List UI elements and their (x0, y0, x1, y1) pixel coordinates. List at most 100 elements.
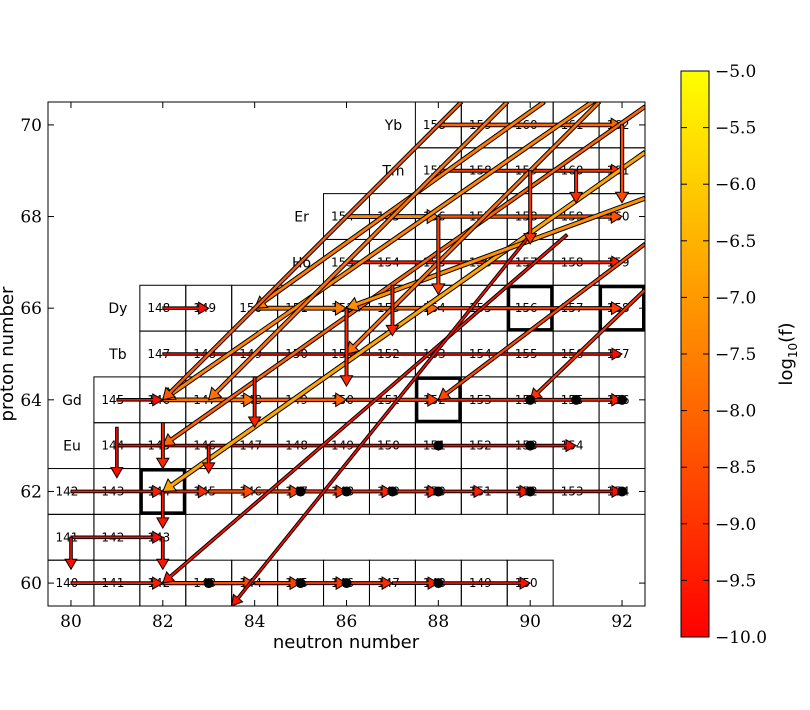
element-label: Yb (384, 118, 403, 134)
flow-arrow (70, 576, 164, 590)
flow-arrow-shape (64, 536, 78, 571)
flow-arrow-shape (162, 150, 645, 493)
plot-area: 1581591601611621571581591601611541551561… (0, 101, 646, 653)
nuclide-mass-label: 148 (147, 301, 170, 315)
nuclide-marker (295, 486, 306, 497)
flow-arrow-shape (569, 170, 584, 204)
flow-arrow-shape (346, 392, 440, 407)
flow-arrow-shape (345, 102, 602, 355)
flow-arrow-shape (254, 484, 302, 499)
flow-arrow-shape (483, 484, 532, 499)
nuclide-marker (433, 486, 444, 497)
flow-arrow-shape (116, 438, 578, 453)
flow-arrow-shape (339, 307, 354, 388)
flow-arrow-shape (391, 484, 440, 499)
flow-arrow-shape (201, 445, 216, 475)
y-tick-label: 60 (20, 574, 42, 594)
element-label: Eu (63, 439, 81, 455)
colorbar-label-arg: (f) (776, 322, 797, 342)
flow-arrow (569, 170, 584, 204)
nuclide-marker (617, 394, 628, 405)
nuclide-mass-label: 145 (101, 393, 124, 407)
flow-arrow (437, 484, 486, 499)
flow-arrow (162, 233, 569, 584)
flow-arrow (162, 102, 464, 401)
flow-arrow (300, 576, 348, 591)
colorbar-tick-label: −6.0 (715, 175, 756, 195)
x-tick-label: 84 (244, 612, 266, 632)
colorbar-tick-label: −7.0 (715, 288, 756, 308)
colorbar-tick-label: −9.5 (715, 571, 756, 591)
element-label: Dy (108, 301, 127, 317)
flow-arrow (345, 102, 602, 355)
flow-arrow (391, 484, 440, 499)
flow-arrow-shape (437, 576, 532, 590)
flow-arrow (70, 530, 164, 544)
flow-arrow-shape (70, 576, 164, 590)
flow-arrow-shape (156, 536, 170, 571)
colorbar-tick-label: −7.5 (715, 345, 756, 365)
flow-arrow (231, 233, 532, 606)
flow-arrow (614, 124, 630, 204)
flow-arrow (254, 392, 348, 408)
nuclide-marker (203, 578, 214, 589)
flow-arrow-shape (385, 284, 400, 337)
flow-arrow-shape (155, 422, 170, 470)
flow-arrow (529, 484, 623, 499)
flow-arrow-shape (614, 124, 630, 204)
nuclide-marker (525, 394, 536, 405)
nuclide-marker (433, 440, 444, 451)
flow-arrow (116, 393, 164, 407)
x-tick-label: 80 (60, 612, 82, 632)
flow-arrow (346, 484, 394, 499)
nuclide-marker (525, 486, 536, 497)
flow-arrow (431, 216, 446, 296)
flow-arrow-shape (162, 104, 645, 447)
reaction-flows (64, 102, 645, 606)
y-tick-label: 66 (20, 299, 42, 319)
flow-arrow (483, 484, 532, 499)
flow-arrow (385, 284, 400, 337)
flow-arrow-shape (254, 575, 302, 591)
flow-arrow (339, 307, 354, 388)
nuclide-markers (203, 394, 628, 589)
colorbar-tick-label: −5.0 (715, 62, 756, 82)
flow-arrow-shape (437, 117, 623, 133)
flow-arrow (437, 301, 623, 316)
flow-arrow (208, 102, 510, 401)
y-tick-label: 68 (20, 208, 42, 228)
flow-arrow (346, 576, 394, 591)
flow-arrow (254, 575, 302, 591)
colorbar-label: log10(f) (776, 322, 800, 385)
colorbar-tick-label: −8.0 (715, 402, 756, 422)
flow-arrow-shape (247, 376, 262, 429)
colorbar-tick-label: −10.0 (715, 628, 767, 648)
flow-arrow (529, 288, 645, 401)
x-tick-label: 92 (611, 612, 633, 632)
flow-arrow (162, 347, 623, 361)
y-tick-label: 70 (20, 116, 42, 136)
flow-arrow-shape (300, 576, 348, 591)
nuclide-marker (295, 578, 306, 589)
flow-arrow (437, 242, 645, 401)
colorbar: −5.0 −5.5 −6.0 −6.5 −7.0 −7.5 −8.0 −8.5 −9.0 −9.5… (680, 62, 800, 648)
nuclide-mass-label: 142 (56, 484, 79, 498)
colorbar-label-sub: 10 (786, 343, 800, 358)
flow-arrow (254, 484, 302, 499)
element-label: Er (294, 210, 309, 226)
nuclide-marker (525, 440, 536, 451)
flow-arrow-shape (156, 491, 170, 530)
flow-arrow (162, 150, 645, 493)
flow-arrow (208, 484, 256, 499)
x-tick-label: 82 (152, 612, 174, 632)
flow-arrow-shape (70, 484, 164, 499)
flow-arrow (70, 484, 164, 499)
x-axis-label: neutron number (273, 632, 420, 653)
flow-arrow-shape (254, 392, 348, 408)
flow-arrow (110, 426, 124, 479)
flow-arrow-shape (529, 484, 623, 499)
flow-arrow-shape (529, 288, 645, 401)
colorbar-label-base: log (776, 358, 797, 385)
y-tick-label: 62 (20, 482, 42, 502)
flow-arrow (156, 491, 170, 530)
